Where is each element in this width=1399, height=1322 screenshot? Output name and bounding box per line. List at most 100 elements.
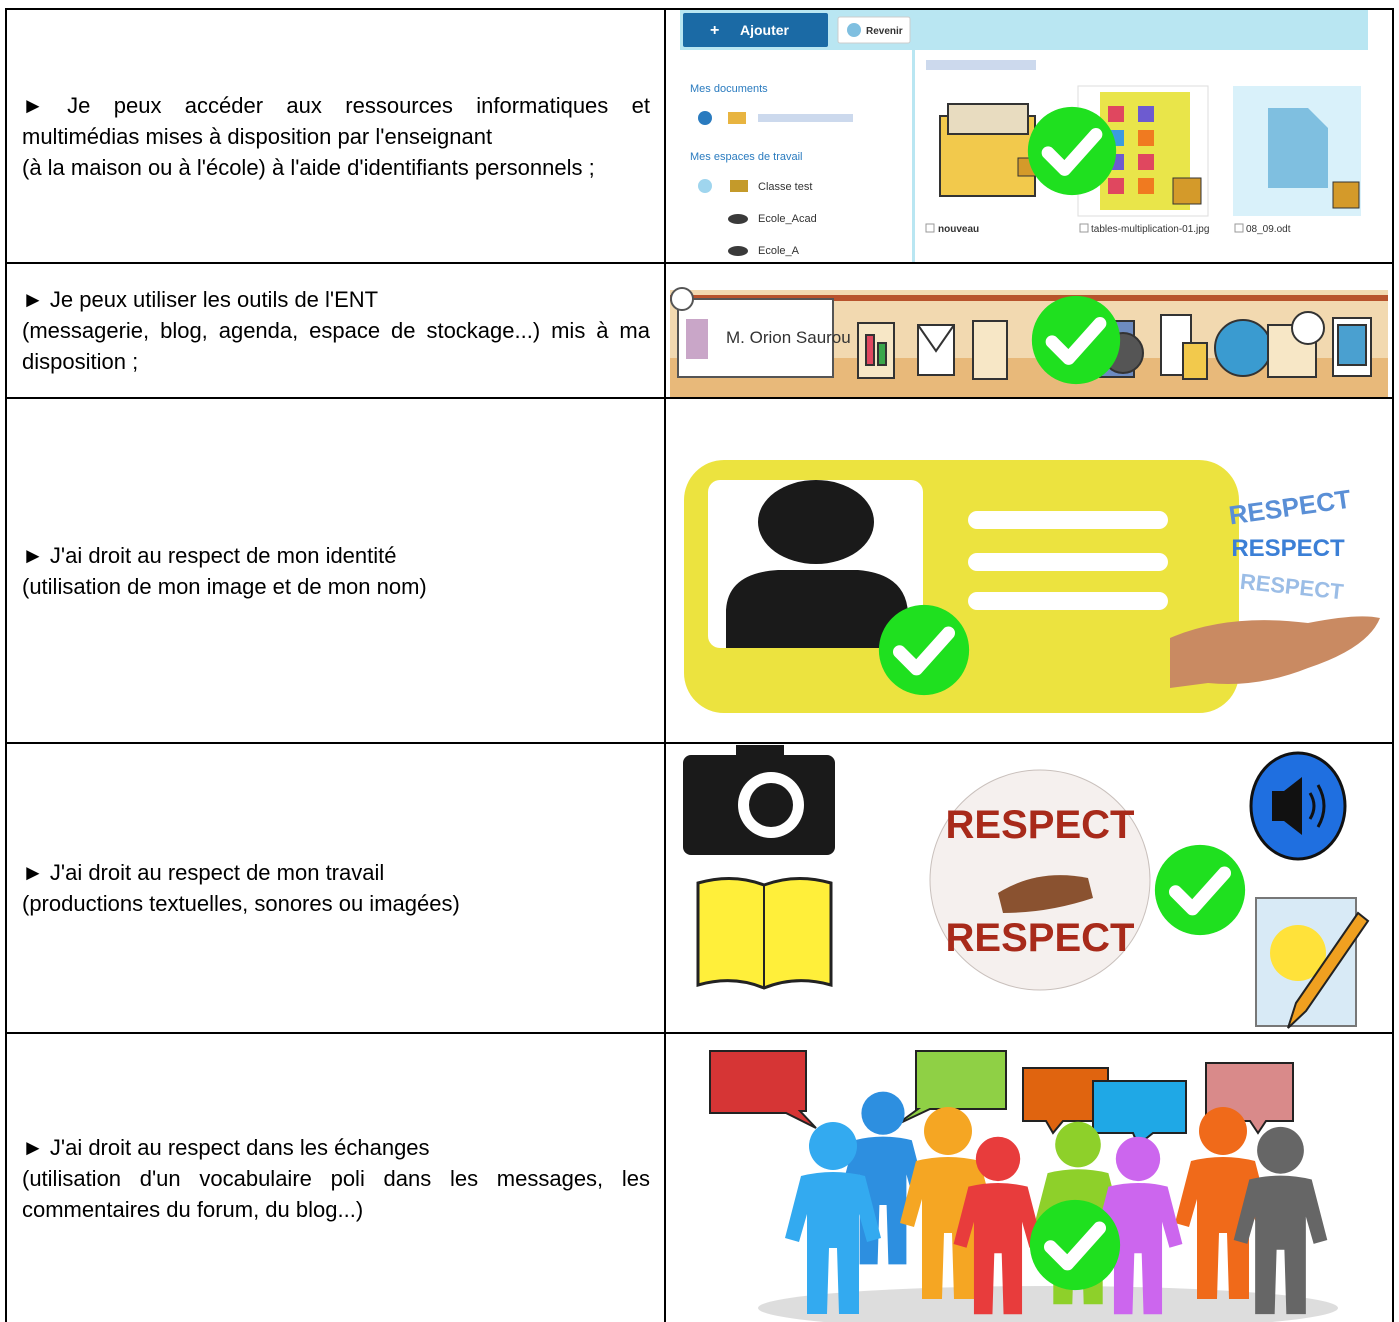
rule-text: ► Je peux accéder aux ressources informa… [22,10,650,262]
table-cells [1108,106,1154,194]
table-border [1392,8,1394,1322]
back-label: Revenir [866,26,903,37]
bullet [698,111,712,125]
hat-icon [728,214,748,224]
decoration [947,103,1029,135]
card-line [968,592,1168,610]
text-line: (utilisation d'un vocabulaire poli dans … [22,1165,650,1222]
checkbox [1079,223,1089,233]
back-icon [847,23,861,37]
sidebar-item: Ecole_A [758,245,800,257]
sound-waves [1308,784,1326,828]
hand [1170,616,1380,688]
camera-top [736,745,784,761]
folder-icon [730,180,748,192]
file-name: nouveau [938,224,979,235]
lock [1332,181,1360,209]
respect-word: RESPECT [1227,484,1353,531]
pencil [1287,911,1370,1029]
decoration [972,320,1008,380]
text-line: (productions textuelles, sonores ou imag… [22,891,460,916]
sun [1270,925,1326,981]
lock [1172,177,1202,205]
table-border [664,8,666,1322]
plus-icon: + [710,22,719,39]
decoration [857,322,895,379]
checkbox [1234,223,1244,233]
speech-bubble [1092,1080,1187,1147]
work-illustration: RESPECT RESPECT [683,745,1370,1029]
speech-bubble [895,1050,1007,1126]
decoration [1138,106,1154,122]
speech-bubble [1022,1067,1109,1135]
divider [912,50,915,262]
decoration [1214,319,1272,377]
decoration [1337,324,1367,366]
text-line: ► J'ai droit au respect dans les échange… [22,1134,430,1160]
folder-image [939,103,1039,197]
sidebar-heading: Mes documents [690,83,768,95]
silhouette-head [758,480,874,564]
check-mark [1028,107,1116,195]
decoration [917,324,955,353]
table-border [5,262,1394,264]
table-border [5,8,7,1322]
avatar [686,319,708,359]
add-label: Ajouter [740,22,790,38]
bullet [698,179,712,193]
shadow [758,1286,1338,1322]
silhouette-body [726,570,908,648]
blurred-text [758,114,853,122]
document-icon [1268,108,1328,188]
decoration [1138,130,1154,146]
file-name: tables-multiplication-01.jpg [1091,224,1209,235]
sidebar-item: Classe test [758,181,812,193]
check-mark [1032,296,1120,384]
ent-screenshot: + Ajouter Revenir Mes documents Mes espa… [680,10,1368,262]
card-line [968,553,1168,571]
decoration [1182,342,1208,380]
identity-illustration: RESPECT RESPECT RESPECT [684,460,1380,713]
decoration [1291,311,1325,345]
folder-icon [728,112,746,124]
rule-text: ► J'ai droit au respect de mon travail (p… [22,744,650,1032]
text-line: (à la maison ou à l'école) à l'aide d'id… [22,154,595,180]
text-line: (utilisation de mon image et de mon nom) [22,573,427,599]
text-line: (messagerie, blog, agenda, espace de sto… [22,318,650,374]
add-button [683,13,828,47]
sidebar-item: Ecole_Acad [758,213,817,225]
rule-text: ► Je peux utiliser les outils de l'ENT (m… [22,264,650,397]
rule-text: ► J'ai droit au respect de mon identité (… [22,399,650,742]
text-line: ► Je peux utiliser les outils de l'ENT [22,287,379,312]
text-line: ► Je peux accéder aux ressources informa… [22,92,650,149]
info-icon [670,287,694,311]
text-line: ► J'ai droit au respect de mon travail [22,860,385,885]
check-mark [879,605,969,695]
ent-banner: M. Orion Saurou [670,287,1388,397]
camera-lens [749,783,793,827]
decoration [1138,154,1154,170]
checkbox [925,223,935,233]
respect-word: RESPECT [1231,535,1345,562]
decoration [1138,178,1154,194]
decoration [1108,178,1124,194]
globe-word: RESPECT [946,803,1135,847]
globe-word: RESPECT [946,916,1135,960]
blurred-text [926,60,1036,70]
file-name: 08_09.odt [1246,224,1291,235]
table-border [5,742,1394,744]
text-line: ► J'ai droit au respect de mon identité [22,542,397,568]
respect-word: RESPECT [1239,569,1346,605]
speech-bubble [709,1050,817,1129]
user-name: M. Orion Saurou [726,328,851,347]
check-mark [1155,845,1245,935]
table-border [5,8,1394,10]
decoration [865,334,875,366]
sidebar-heading: Mes espaces de travail [690,151,803,163]
rule-text: ► J'ai droit au respect dans les échange… [22,1034,650,1322]
decoration [1108,106,1124,122]
speaker-icon [1272,777,1302,835]
decoration [877,342,887,366]
